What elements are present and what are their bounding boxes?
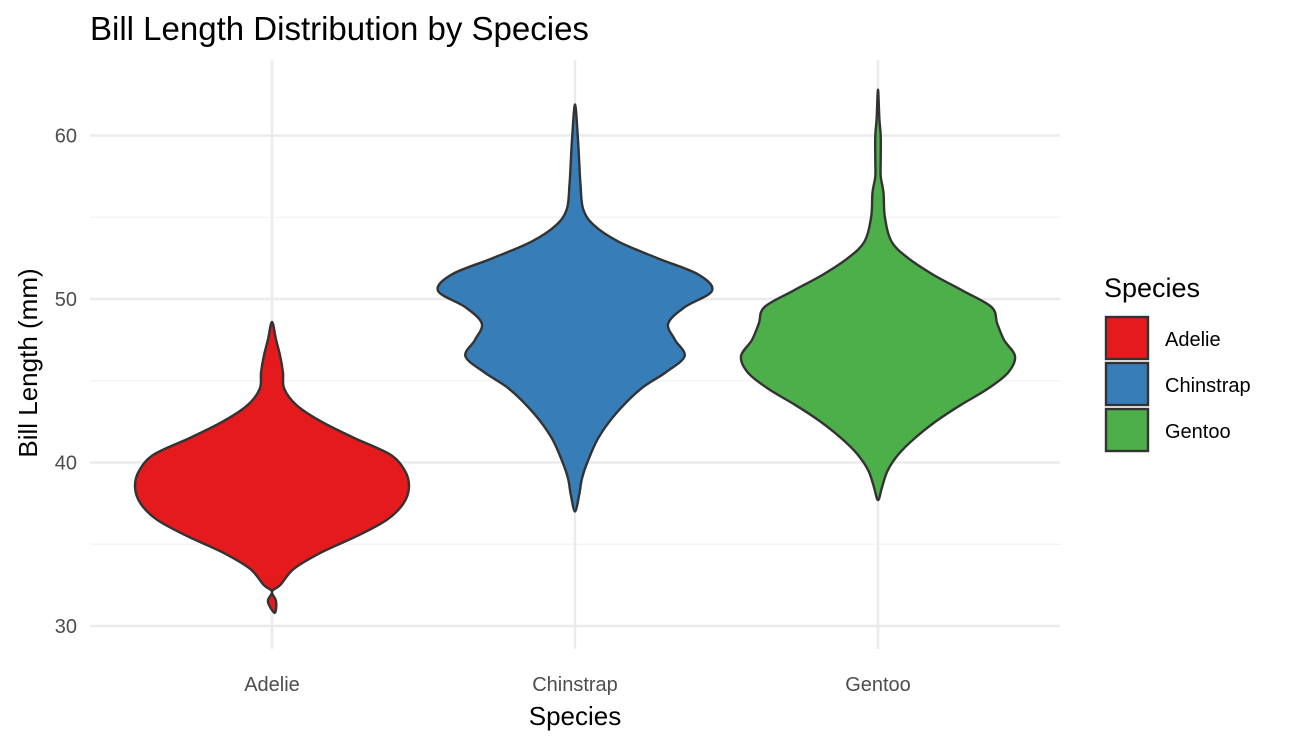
legend-key-adelie — [1104, 315, 1150, 361]
legend-label: Adelie — [1165, 329, 1221, 351]
legend-items: Adelie Chinstrap Gentoo — [1104, 315, 1251, 453]
chart-title: Bill Length Distribution by Species — [90, 10, 589, 47]
x-tick-label: Adelie — [244, 674, 300, 696]
y-tick-label: 40 — [55, 453, 77, 475]
legend-label: Chinstrap — [1165, 375, 1251, 397]
y-axis-title: Bill Length (mm) — [13, 268, 43, 457]
legend-key-gentoo — [1104, 407, 1150, 453]
y-tick-label: 60 — [55, 126, 77, 148]
violins — [133, 88, 1017, 615]
violin-chinstrap — [436, 103, 714, 513]
y-tick-label: 30 — [55, 616, 77, 638]
x-tick-label: Chinstrap — [532, 674, 618, 696]
x-axis-ticks: Adelie Chinstrap Gentoo — [244, 674, 911, 696]
legend-title: Species — [1104, 273, 1200, 303]
legend-key-chinstrap — [1104, 361, 1150, 407]
legend-label: Gentoo — [1165, 421, 1231, 443]
y-tick-label: 50 — [55, 289, 77, 311]
y-axis-ticks: 30 40 50 60 — [55, 126, 77, 639]
x-axis-title: Species — [529, 701, 622, 731]
violin-adelie — [133, 320, 411, 615]
legend: Species Adelie Chinstrap Gentoo — [1104, 273, 1251, 453]
x-tick-label: Gentoo — [845, 674, 911, 696]
violin-gentoo — [739, 88, 1017, 502]
